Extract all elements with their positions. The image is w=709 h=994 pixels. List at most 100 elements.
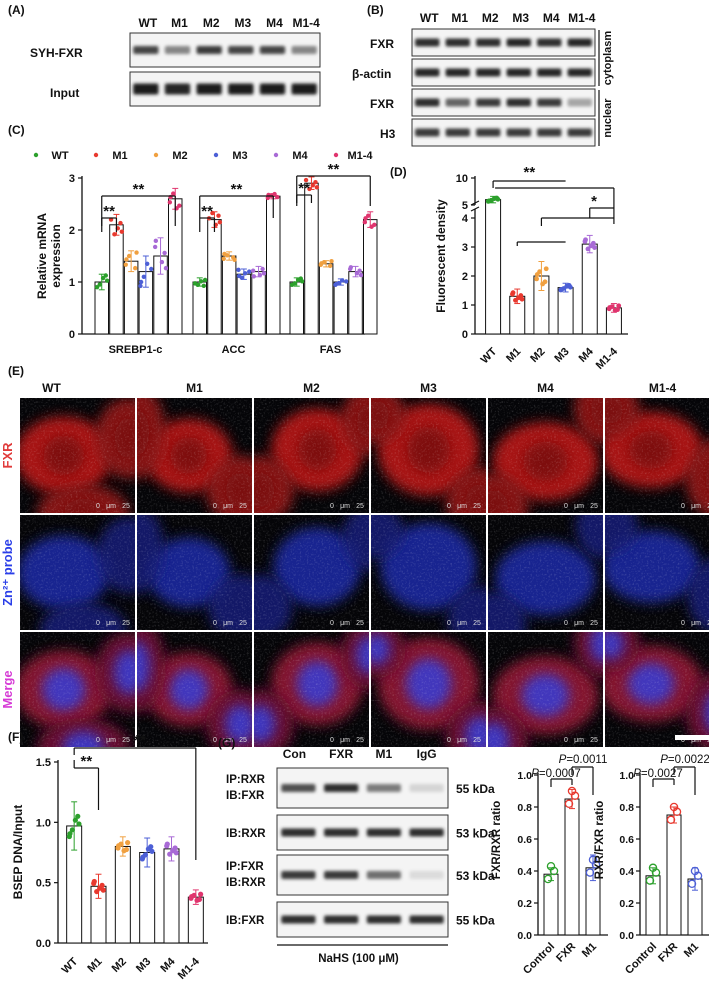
blot-b-row-band	[567, 128, 592, 137]
p-value-label-g2: P=0.0027	[633, 768, 683, 780]
micrograph-tile: 0 μm 25	[605, 515, 709, 630]
blot-g-row-band	[324, 784, 359, 792]
legend-label: M1	[112, 150, 127, 162]
datapoint-c	[362, 220, 368, 225]
x-tick-label-f: M2	[110, 956, 129, 975]
bar-d	[557, 287, 574, 335]
sig-label-d: *	[591, 193, 597, 210]
y-tick-label-c: 0	[69, 329, 75, 341]
x-tick-label-g2: FXR	[656, 941, 680, 965]
blot-label-g: IB:RXR	[226, 828, 266, 840]
lane-label-a: M1-4	[292, 16, 320, 30]
y-tick-label-d: 1	[462, 300, 468, 312]
datapoint-g1	[585, 868, 595, 877]
blot-g-row-band	[366, 915, 401, 924]
y-label-f: BSEP DNA/Input	[11, 805, 25, 899]
scale-text: 25	[590, 737, 598, 744]
micrograph-tile: 0 μm 25	[137, 398, 252, 513]
datapoint-c	[251, 274, 257, 279]
blot-a-input-band	[164, 83, 191, 95]
datapoint-f	[91, 878, 97, 885]
sig-label-c: **	[328, 161, 340, 178]
scale-text: 25	[356, 620, 364, 627]
scale-text: μm	[691, 620, 701, 627]
blot-b-row-band	[476, 68, 501, 77]
scale-bar	[675, 735, 709, 740]
y-tick-label-g2: 0.4	[619, 866, 634, 878]
y-tick-label-g2: 0.0	[619, 930, 634, 942]
panel-letter-b: (B)	[367, 3, 384, 17]
tile-texture	[371, 515, 486, 630]
datapoint-d	[543, 266, 549, 272]
x-tick-label-g1: M1	[580, 941, 599, 960]
datapoint-d	[615, 307, 620, 313]
lane-label-b: M1-4	[568, 11, 596, 25]
datapoint-d	[518, 293, 524, 298]
datapoint-g1	[543, 874, 553, 884]
blot-b-row-band	[537, 98, 562, 107]
bar-f	[163, 848, 180, 944]
datapoint-c	[344, 279, 349, 284]
p-value: =0.0022	[668, 754, 709, 766]
micrograph-tile: 0 μm 25	[20, 398, 135, 513]
bar-c-M1	[109, 224, 124, 335]
datapoint-c	[123, 262, 128, 267]
scale-text: μm	[223, 503, 233, 510]
scale-text: 25	[473, 503, 481, 510]
micrograph-tile: 0 μm 25	[137, 632, 252, 747]
datapoint-c	[310, 183, 315, 188]
blot-label-g: IB:FXR	[226, 790, 265, 802]
x-tick-label-c: FAS	[320, 344, 341, 356]
blot-a-syh-fxr-frame	[129, 32, 321, 68]
sig-label-c: **	[103, 203, 115, 220]
tile-texture	[488, 515, 603, 630]
x-tick-label-f: WT	[60, 955, 81, 976]
bar-c-M1-4	[363, 219, 378, 335]
y-tick-label-g1: 0.4	[517, 866, 532, 878]
scale-text: 0	[96, 620, 100, 627]
panel-letter-c: (C)	[8, 123, 25, 137]
blot-a-syh-fxr-band	[133, 46, 159, 54]
datapoint-c	[134, 250, 139, 255]
datapoint-f	[121, 848, 127, 854]
datapoint-c	[119, 229, 125, 234]
datapoint-c	[372, 222, 377, 227]
blot-g-row-band	[281, 784, 316, 792]
datapoint-d	[558, 286, 564, 292]
kda-label-g: 55 kDa	[456, 782, 495, 796]
datapoint-c	[112, 232, 117, 237]
datapoint-d	[566, 283, 572, 288]
datapoint-c	[358, 272, 364, 278]
axis-break-d	[470, 200, 480, 206]
lane-label-g: FXR	[329, 747, 353, 761]
scale-text: 0	[330, 620, 334, 627]
sig-label-c: **	[298, 180, 310, 197]
bar-c-M4	[348, 271, 363, 335]
panel-letter-g: (G)	[218, 736, 235, 750]
datapoint-c	[333, 281, 339, 287]
datapoint-c	[307, 186, 312, 192]
panel-letter-e: (E)	[8, 364, 24, 378]
micrograph-tile: 0 μm 25	[371, 398, 486, 513]
scale-text: 25	[122, 503, 130, 510]
row-label-a: SYH-FXR	[30, 46, 83, 60]
blot-b-row-frame	[411, 58, 596, 87]
datapoint-c	[118, 220, 123, 226]
datapoint-f	[75, 813, 81, 819]
lane-label-b: WT	[420, 11, 439, 25]
bar-c-WT	[289, 281, 304, 335]
x-tick-label-d: M4	[577, 345, 597, 365]
legend-label: M1-4	[347, 150, 373, 162]
kda-label-g: 55 kDa	[456, 914, 495, 928]
lane-label-g: Con	[283, 747, 306, 761]
y-tick-label-c: 1	[69, 277, 75, 289]
datapoint-c	[141, 274, 147, 279]
x-tick-label-f: M3	[134, 956, 153, 975]
micrograph-tile: 0 μm 25	[20, 515, 135, 630]
datapoint-c	[152, 244, 158, 250]
scale-text: 0	[330, 503, 334, 510]
tile-texture	[254, 515, 369, 630]
datapoint-c	[329, 259, 334, 264]
datapoint-f	[164, 841, 170, 847]
scale-text: 25	[707, 620, 709, 627]
